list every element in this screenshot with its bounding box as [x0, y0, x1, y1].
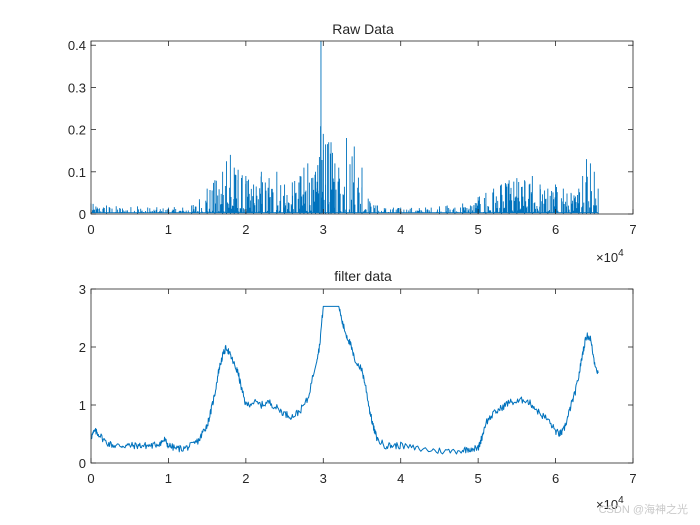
filter-data-y-tick-label: 2 [79, 340, 86, 355]
filter-data-y-tick-label: 0 [79, 456, 86, 471]
raw-data-y-tick-label: 0.2 [68, 123, 86, 138]
filter-data-x-tick-label: 1 [165, 471, 172, 486]
filter-data-x-tick-label: 4 [397, 471, 404, 486]
filter-data-x-tick-label: 0 [87, 471, 94, 486]
filter-data-x-tick-label: 5 [475, 471, 482, 486]
raw-data-axes-box [90, 40, 634, 215]
filter-data-y-tick-label: 1 [79, 398, 86, 413]
raw-data-y-tick-label: 0.1 [68, 165, 86, 180]
raw-data-title: Raw Data [332, 21, 394, 37]
filter-data-x-tick-label: 6 [552, 471, 559, 486]
raw-data-y-tick-label: 0 [79, 207, 86, 222]
raw-data-x-tick-label: 3 [320, 222, 327, 237]
raw-data-axes: Raw Data 0 1 2 3 4 5 6 7 0 0.1 0.2 0.3 0.4 ×104 [68, 21, 637, 265]
raw-data-y-tick-label: 0.4 [68, 38, 86, 53]
filter-data-y-tick-label: 3 [79, 282, 86, 297]
raw-data-x-exponent: ×104 [596, 248, 624, 265]
raw-data-y-tick-label: 0.3 [68, 80, 86, 95]
watermark: CSDN @海神之光 [598, 504, 688, 516]
raw-data-x-tick-label: 6 [552, 222, 559, 237]
raw-data-x-tick-label: 0 [87, 222, 94, 237]
filter-data-x-exponent: ×104 [596, 495, 624, 512]
filter-data-title: filter data [334, 268, 392, 284]
raw-data-x-tick-label: 2 [242, 222, 249, 237]
filter-data-x-tick-label: 3 [320, 471, 327, 486]
filter-data-axes-box [90, 288, 634, 464]
raw-data-x-tick-label: 7 [629, 222, 636, 237]
raw-data-x-tick-label: 4 [397, 222, 404, 237]
filter-data-x-tick-label: 7 [629, 471, 636, 486]
raw-data-x-tick-label: 5 [475, 222, 482, 237]
raw-data-x-tick-label: 1 [165, 222, 172, 237]
filter-data-axes: filter data 0 1 2 3 4 5 6 7 0 1 2 3 ×104 [79, 268, 637, 512]
filter-data-series-line [90, 305, 599, 455]
filter-data-x-tick-label: 2 [242, 471, 249, 486]
